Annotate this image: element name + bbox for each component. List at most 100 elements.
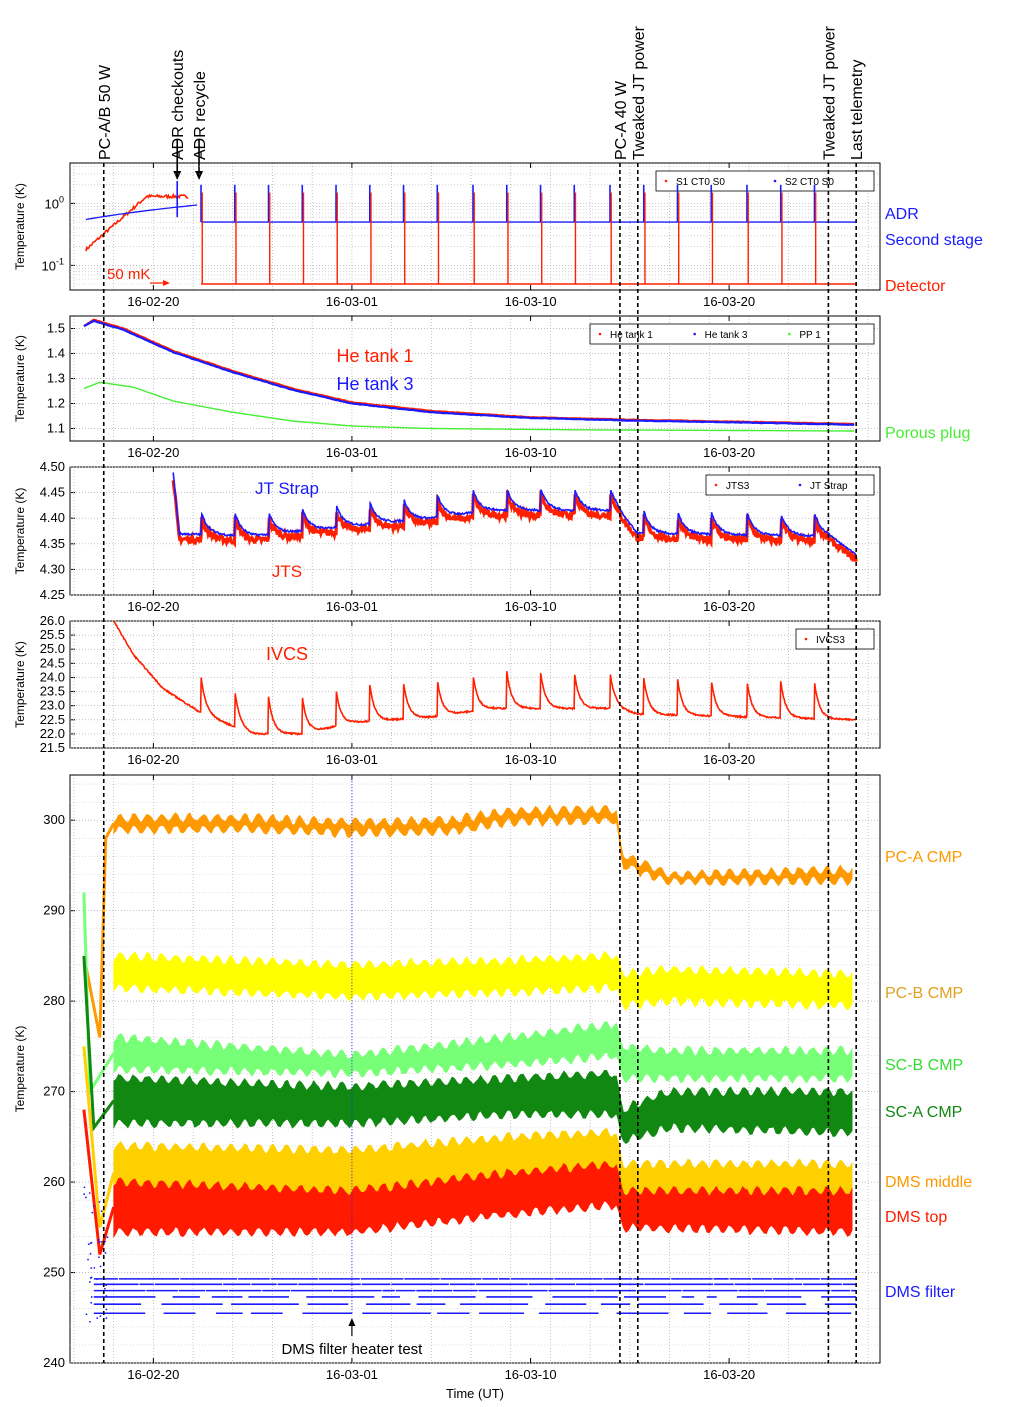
- event-label: Tweaked JT power: [631, 25, 648, 160]
- legend-box: [705, 474, 875, 496]
- filter-point: [89, 1277, 92, 1279]
- event-lines: [102, 163, 857, 1363]
- side-label: ADR: [885, 206, 919, 223]
- grid: [73, 621, 869, 748]
- y-tick-label: 4.30: [40, 561, 65, 576]
- side-label: PC-A CMP: [885, 849, 962, 866]
- side-label: Detector: [885, 278, 946, 295]
- y-tick-label: 260: [43, 1174, 65, 1189]
- filter-point: [89, 1242, 92, 1245]
- filter-point: [106, 1236, 109, 1239]
- legend-marker: [804, 637, 808, 641]
- series-ivcs3: [112, 620, 856, 736]
- series-startup: [82, 1109, 116, 1255]
- side-label: DMS top: [885, 1209, 947, 1226]
- legend-marker: [714, 483, 718, 487]
- filter-point: [104, 1287, 106, 1290]
- side-label: Porous plug: [885, 425, 970, 442]
- side-label: SC-A CMP: [885, 1104, 962, 1121]
- filter-point: [87, 1243, 90, 1246]
- series-startup: [82, 822, 116, 1038]
- panel-he-tank: 16-02-20 16-03-01 16-03-10 16-03-20 Temperat…: [13, 315, 881, 460]
- y-tick-label: 280: [43, 993, 65, 1008]
- y-axis-label: Temperature (K): [13, 183, 27, 270]
- x-tick-label: 16-03-10: [505, 294, 557, 309]
- side-label: DMS middle: [885, 1174, 972, 1191]
- label-he-tank-3: He tank 3: [336, 374, 413, 394]
- legend-entry: PP 1: [799, 330, 821, 341]
- y-axis-label: Temperature (K): [13, 1026, 27, 1113]
- legend-box: [795, 628, 875, 650]
- y-tick-label: 1.4: [47, 346, 65, 361]
- filter-point: [89, 1320, 91, 1323]
- filter-point: [83, 1186, 86, 1189]
- legend-entry: He tank 1: [610, 330, 653, 341]
- y-tick-label: 25.0: [40, 641, 65, 656]
- extra-labels: ADR Second stage Detector Porous plug PC-A C…: [885, 206, 983, 1301]
- legend-entry: S1 CT0 S0: [676, 177, 725, 188]
- y-tick-label: 270: [43, 1084, 65, 1099]
- filter-point: [95, 1278, 98, 1281]
- y-tick-label: 1.2: [47, 396, 65, 411]
- panel-compressors: 16-02-20 16-03-01 16-03-10 16-03-20 Temperat…: [13, 774, 881, 1401]
- x-tick-label: 16-03-01: [326, 599, 378, 614]
- legend-marker: [693, 332, 696, 336]
- filter-point: [85, 1196, 87, 1199]
- x-tick-label: 16-03-20: [703, 1367, 755, 1382]
- filter-point: [104, 1252, 107, 1254]
- event-arrowhead: [173, 171, 182, 180]
- filter-point: [92, 1205, 95, 1208]
- filter-point: [90, 1296, 93, 1298]
- label-jt-strap: JT Strap: [255, 479, 319, 498]
- y-tick-label: 250: [43, 1265, 65, 1280]
- plot-frame: [69, 162, 881, 291]
- filter-point: [91, 1211, 94, 1214]
- filter-point: [100, 1241, 103, 1243]
- x-tick-label: 16-02-20: [127, 599, 179, 614]
- y-tick-label: 10-1: [42, 256, 64, 273]
- y-tick-label: 23.5: [40, 684, 65, 699]
- panel-adr: 16-02-20 16-03-01 16-03-10 16-03-20 Temperat…: [13, 162, 881, 309]
- legend-marker: [773, 179, 777, 183]
- x-tick-label: 16-02-20: [127, 752, 179, 767]
- x-tick-label: 16-03-10: [505, 599, 557, 614]
- series-dms-filter: [83, 775, 857, 1323]
- filter-point: [83, 1193, 86, 1196]
- filter-point: [99, 1315, 102, 1318]
- y-tick-label: 23.0: [40, 698, 65, 713]
- y-tick-label: 290: [43, 903, 65, 918]
- panel-ivcs: 16-02-20 16-03-01 16-03-10 16-03-20 Temperat…: [13, 613, 881, 767]
- filter-point: [90, 1301, 93, 1304]
- x-tick-label: 16-02-20: [127, 1367, 179, 1382]
- legend-marker: [798, 483, 802, 487]
- series-pc-a-cmp: [82, 804, 853, 1038]
- y-tick-label: 22.0: [40, 726, 65, 741]
- series-he-tank-3: [83, 319, 855, 426]
- x-tick-label: 16-03-01: [326, 445, 378, 460]
- y-tick-label: 100: [45, 194, 64, 211]
- filter-point: [105, 1308, 108, 1311]
- y-tick-label: 4.40: [40, 510, 65, 525]
- annotation-heater-test: DMS filter heater test: [281, 1341, 423, 1358]
- event-labels: PC-A/B 50 W ADR checkouts ADR recycle PC-A …: [97, 25, 866, 180]
- event-arrowhead: [195, 171, 204, 180]
- legend-entry: IVCS3: [816, 635, 845, 646]
- series-jts3: [171, 480, 858, 562]
- y-tick-label: 4.25: [40, 587, 65, 602]
- filter-point: [90, 1267, 93, 1270]
- annotation-50mk: 50 mK: [107, 266, 150, 283]
- series-startup: [82, 892, 115, 1097]
- y-axis-label: Temperature (K): [13, 335, 27, 422]
- second-stage-series: [85, 204, 198, 221]
- x-tick-label: 16-03-01: [326, 752, 378, 767]
- annotation-arrowhead: [163, 280, 170, 286]
- event-label: Last telemetry: [849, 60, 866, 160]
- event-label: ADR recycle: [192, 71, 209, 160]
- y-tick-label: 4.50: [40, 459, 65, 474]
- y-tick-label: 24.0: [40, 669, 65, 684]
- series-startup: [82, 955, 115, 1133]
- series-band: [113, 1160, 853, 1239]
- legend-marker: [788, 332, 791, 336]
- series-sc-b-cmp: [82, 892, 853, 1097]
